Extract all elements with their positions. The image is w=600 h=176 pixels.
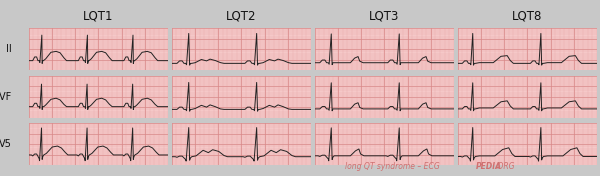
Text: long QT syndrome – ECG: long QT syndrome – ECG xyxy=(345,162,440,171)
Text: LQT1: LQT1 xyxy=(83,10,114,23)
Text: aVF: aVF xyxy=(0,92,12,102)
Text: LQT8: LQT8 xyxy=(512,10,542,23)
Text: LQT3: LQT3 xyxy=(369,10,400,23)
Text: .ORG: .ORG xyxy=(496,162,515,171)
Text: V5: V5 xyxy=(0,139,12,149)
Text: PEDIA: PEDIA xyxy=(476,162,502,171)
Text: II: II xyxy=(7,44,12,54)
Text: LQT2: LQT2 xyxy=(226,10,257,23)
